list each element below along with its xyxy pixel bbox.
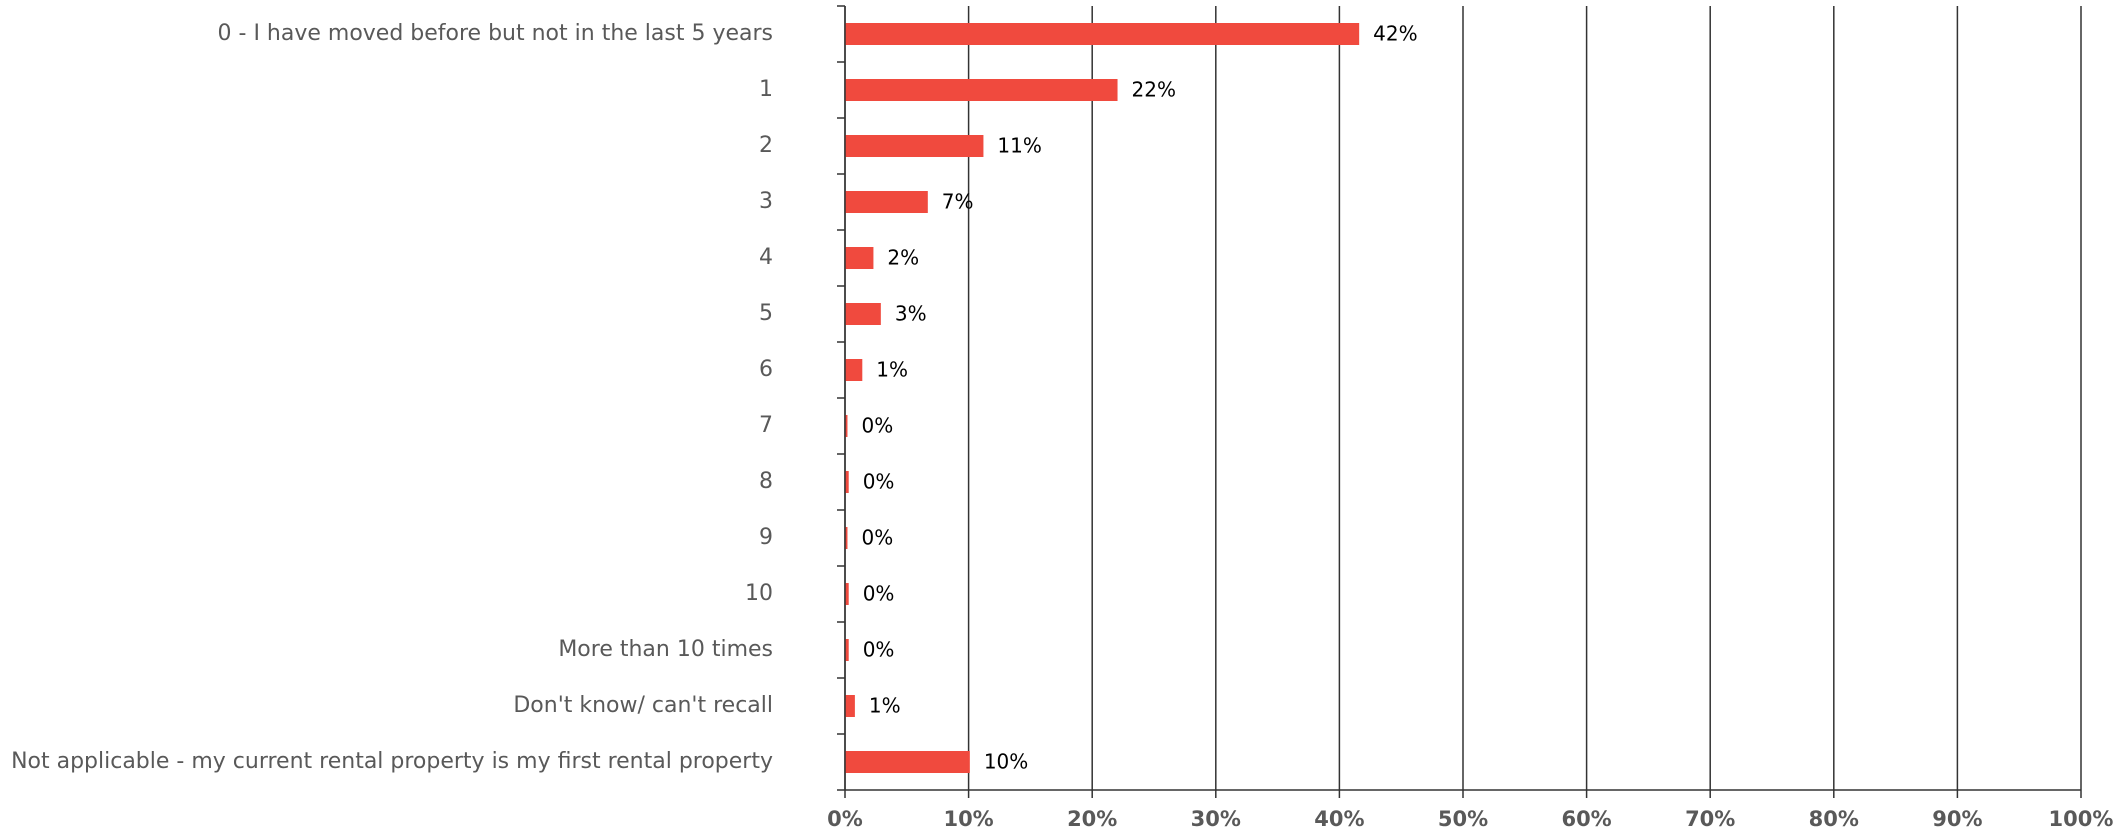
bar xyxy=(845,79,1118,101)
bar xyxy=(845,359,863,381)
category-label: 2 xyxy=(759,133,773,158)
x-tick-label: 40% xyxy=(1314,807,1364,829)
x-tick-label: 0% xyxy=(827,807,863,829)
bar xyxy=(845,415,848,437)
category-label: 6 xyxy=(759,357,773,382)
bar xyxy=(845,751,970,773)
value-label: 1% xyxy=(869,694,901,718)
x-tick-label: 70% xyxy=(1685,807,1735,829)
bar xyxy=(845,191,928,213)
bar xyxy=(845,527,848,549)
value-label: 22% xyxy=(1132,78,1176,102)
x-tick-label: 10% xyxy=(943,807,993,829)
x-tick-label: 30% xyxy=(1191,807,1241,829)
category-label: 3 xyxy=(759,189,773,214)
value-label: 0% xyxy=(861,526,893,550)
category-label: 5 xyxy=(759,301,773,326)
value-label: 0% xyxy=(863,638,895,662)
x-tick-label: 80% xyxy=(1809,807,1859,829)
category-label: 8 xyxy=(759,469,773,494)
x-tick-label: 20% xyxy=(1067,807,1117,829)
bar xyxy=(845,695,855,717)
bar xyxy=(845,303,881,325)
category-label: Not applicable - my current rental prope… xyxy=(11,749,773,774)
value-label: 42% xyxy=(1373,22,1417,46)
value-label: 0% xyxy=(863,470,895,494)
bar xyxy=(845,471,849,493)
category-label: 1 xyxy=(759,77,773,102)
category-label: 4 xyxy=(759,245,773,270)
x-tick-label: 50% xyxy=(1438,807,1488,829)
category-label: 0 - I have moved before but not in the l… xyxy=(218,21,773,46)
x-tick-label: 90% xyxy=(1932,807,1982,829)
value-label: 2% xyxy=(887,246,919,270)
value-label: 7% xyxy=(942,190,974,214)
category-label: 9 xyxy=(759,525,773,550)
bar xyxy=(845,135,984,157)
value-label: 1% xyxy=(876,358,908,382)
value-label: 10% xyxy=(984,750,1028,774)
bar xyxy=(845,247,874,269)
bar xyxy=(845,583,849,605)
category-label: Don't know/ can't recall xyxy=(513,693,773,718)
bar xyxy=(845,23,1360,45)
value-label: 0% xyxy=(863,582,895,606)
bar xyxy=(845,639,849,661)
category-label: More than 10 times xyxy=(558,637,773,662)
x-tick-label: 100% xyxy=(2049,807,2114,829)
value-label: 11% xyxy=(997,134,1041,158)
value-label: 0% xyxy=(861,414,893,438)
category-label: 10 xyxy=(745,581,773,606)
value-label: 3% xyxy=(895,302,927,326)
x-tick-label: 60% xyxy=(1561,807,1611,829)
category-label: 7 xyxy=(759,413,773,438)
